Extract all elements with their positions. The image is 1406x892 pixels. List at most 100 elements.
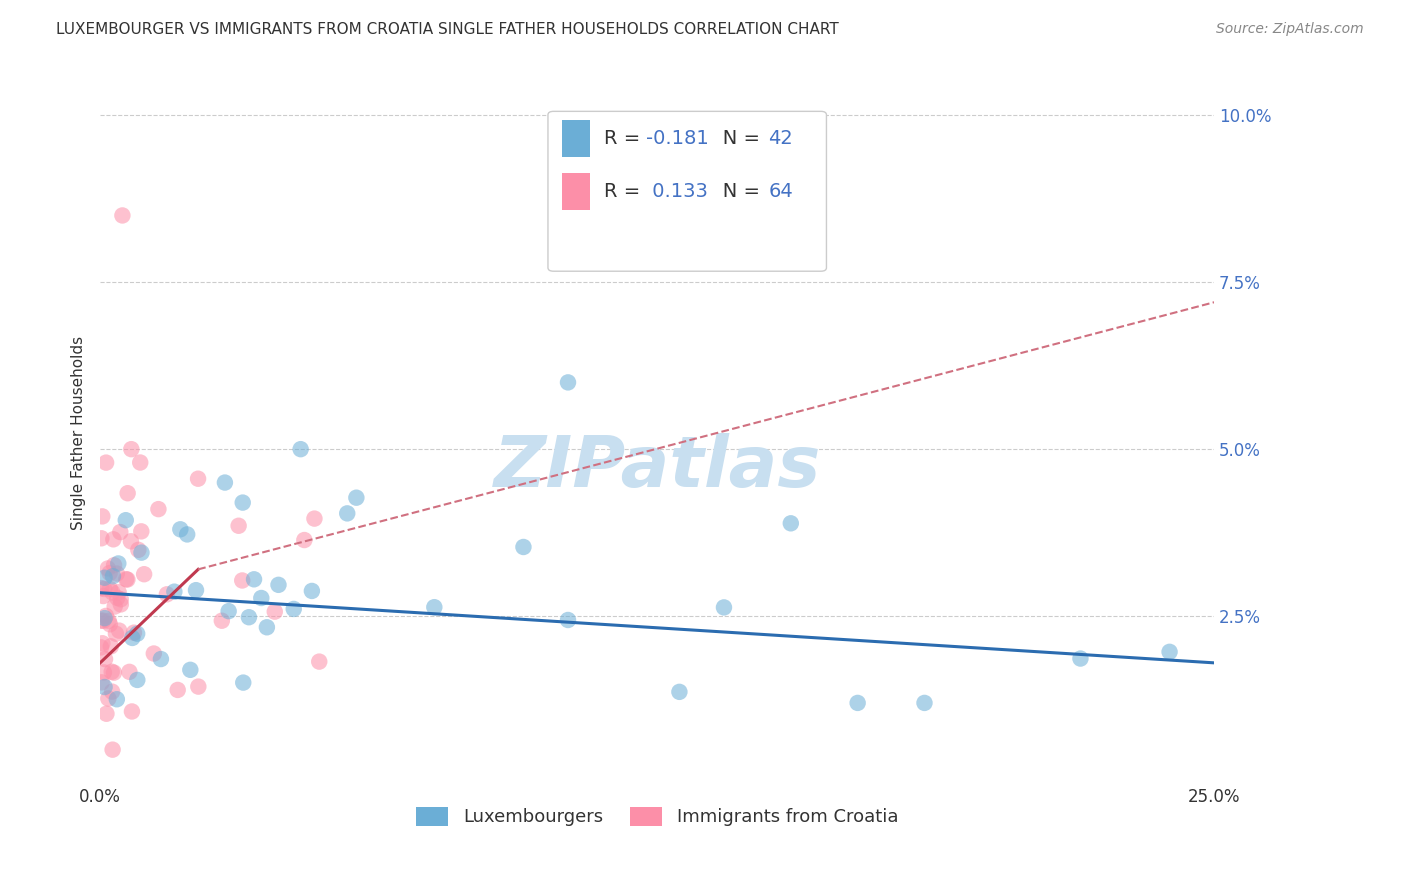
Point [214, 475, 236, 490]
Point [101, 569, 124, 583]
Point [104, 599, 127, 614]
Text: R =: R = [603, 182, 647, 201]
Point [122, 625, 145, 640]
Point [423, 600, 446, 615]
Point [97, 691, 120, 706]
Point [117, 573, 139, 587]
Point [98, 582, 121, 596]
Point [290, 442, 312, 457]
Point [283, 602, 305, 616]
Point [344, 491, 367, 505]
Point [779, 516, 801, 531]
Point [211, 614, 233, 628]
Point [91, 614, 114, 628]
Point [169, 522, 191, 536]
Text: 64: 64 [769, 182, 793, 201]
Point [713, 600, 735, 615]
Point [267, 578, 290, 592]
Point [93, 680, 115, 694]
Point [131, 546, 153, 560]
Point [1159, 645, 1181, 659]
Text: N =: N = [704, 129, 766, 148]
Point [110, 598, 132, 612]
Point [107, 585, 129, 599]
Text: ZIPatlas: ZIPatlas [494, 433, 821, 502]
Point [301, 583, 323, 598]
Point [304, 511, 326, 525]
Point [127, 673, 149, 687]
Point [129, 456, 152, 470]
Point [91, 509, 114, 524]
Point [101, 742, 124, 756]
Point [101, 585, 124, 599]
Point [263, 605, 285, 619]
Point [120, 534, 142, 549]
Point [90, 581, 112, 595]
Point [110, 524, 132, 539]
Point [90, 614, 112, 628]
Point [218, 604, 240, 618]
Point [336, 507, 359, 521]
Text: 42: 42 [769, 129, 793, 148]
Point [187, 472, 209, 486]
Point [156, 587, 179, 601]
Point [131, 524, 153, 539]
Point [914, 696, 936, 710]
Point [117, 486, 139, 500]
Y-axis label: Single Father Households: Single Father Households [72, 335, 86, 530]
Point [184, 583, 207, 598]
Point [557, 376, 579, 390]
Point [103, 533, 125, 547]
Text: 0.133: 0.133 [645, 182, 707, 201]
Point [121, 705, 143, 719]
Point [96, 706, 118, 721]
Point [163, 584, 186, 599]
Point [107, 557, 129, 571]
Point [97, 614, 120, 628]
Point [238, 610, 260, 624]
Text: R =: R = [603, 129, 647, 148]
Point [148, 502, 170, 516]
Point [100, 640, 122, 654]
Point [93, 611, 115, 625]
Text: Source: ZipAtlas.com: Source: ZipAtlas.com [1216, 22, 1364, 37]
Point [118, 665, 141, 679]
Point [231, 574, 253, 588]
Text: LUXEMBOURGER VS IMMIGRANTS FROM CROATIA SINGLE FATHER HOUSEHOLDS CORRELATION CHA: LUXEMBOURGER VS IMMIGRANTS FROM CROATIA … [56, 22, 839, 37]
Legend: Luxembourgers, Immigrants from Croatia: Luxembourgers, Immigrants from Croatia [409, 800, 905, 834]
Bar [562, 173, 591, 210]
Point [110, 592, 132, 607]
Point [120, 442, 142, 457]
Point [98, 617, 121, 632]
Point [94, 652, 117, 666]
Point [127, 542, 149, 557]
Point [104, 626, 127, 640]
Point [243, 572, 266, 586]
Point [228, 518, 250, 533]
Point [97, 561, 120, 575]
Point [149, 652, 172, 666]
Point [93, 571, 115, 585]
Point [1069, 651, 1091, 665]
Point [105, 692, 128, 706]
Point [166, 682, 188, 697]
Point [232, 675, 254, 690]
Point [98, 566, 121, 580]
Point [232, 495, 254, 509]
Point [111, 209, 134, 223]
Text: -0.181: -0.181 [645, 129, 709, 148]
Point [115, 572, 138, 586]
Point [308, 655, 330, 669]
Point [176, 527, 198, 541]
Point [93, 582, 115, 596]
Point [103, 558, 125, 573]
Point [142, 647, 165, 661]
Point [668, 685, 690, 699]
Point [93, 665, 115, 680]
Point [127, 626, 149, 640]
Point [114, 513, 136, 527]
Point [105, 591, 128, 605]
FancyBboxPatch shape [548, 112, 827, 271]
Point [100, 665, 122, 679]
Point [134, 567, 156, 582]
